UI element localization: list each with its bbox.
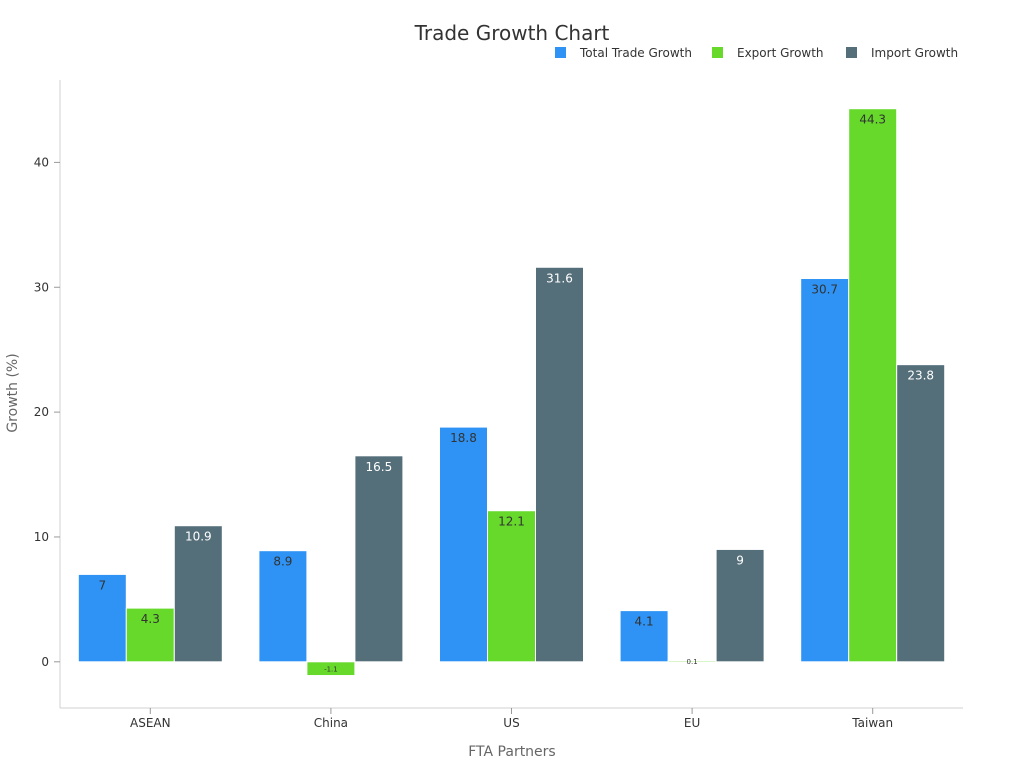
bar-asean-1 bbox=[125, 607, 175, 663]
y-axis-title: Growth (%) bbox=[5, 353, 21, 432]
bar-taiwan-1 bbox=[848, 108, 898, 663]
bar-taiwan-2 bbox=[896, 364, 946, 663]
x-tick-label-eu: EU bbox=[684, 716, 700, 730]
bar-china-2 bbox=[354, 455, 404, 663]
legend-swatch-0 bbox=[555, 47, 566, 58]
bar-eu-0 bbox=[619, 610, 669, 663]
bar-label-eu-0: 4.1 bbox=[635, 615, 654, 629]
plot-area: 7 4.3 10.9 8.9 -1.1 16.5 18.8 12.1 31.6 4.1 0.1 9 30… bbox=[34, 80, 963, 730]
bars-group bbox=[77, 108, 946, 677]
x-tick-label-china: China bbox=[314, 716, 348, 730]
bar-label-eu-2: 9 bbox=[736, 553, 744, 567]
bar-label-taiwan-1: 44.3 bbox=[859, 113, 886, 127]
bar-taiwan-0 bbox=[800, 278, 850, 663]
bar-label-asean-1: 4.3 bbox=[141, 612, 160, 626]
bar-asean-2 bbox=[173, 525, 223, 663]
bar-china-1 bbox=[306, 661, 356, 677]
bar-us-2 bbox=[535, 266, 584, 663]
bar-label-taiwan-0: 30.7 bbox=[811, 283, 838, 297]
legend-swatch-1 bbox=[712, 47, 723, 58]
bar-us-1 bbox=[487, 510, 536, 663]
bar-labels-group: 7 4.3 10.9 8.9 -1.1 16.5 18.8 12.1 31.6 4.1 0.1 9 30… bbox=[98, 113, 934, 674]
legend-label-2: Import Growth bbox=[871, 46, 958, 60]
legend-label-0: Total Trade Growth bbox=[579, 46, 692, 60]
bar-label-china-1: -1.1 bbox=[324, 666, 338, 674]
bar-label-us-0: 18.8 bbox=[450, 431, 477, 445]
x-tick-label-us: US bbox=[503, 716, 519, 730]
legend-label-1: Export Growth bbox=[737, 46, 824, 60]
y-tick-label: 30 bbox=[34, 280, 49, 294]
x-tick-label-asean: ASEAN bbox=[130, 716, 171, 730]
y-tick-label: 0 bbox=[41, 655, 49, 669]
y-tick-label: 20 bbox=[34, 405, 49, 419]
chart-legend: Total Trade Growth Export Growth Import Gr… bbox=[555, 46, 958, 60]
bar-label-us-1: 12.1 bbox=[498, 515, 525, 529]
y-tick-label: 10 bbox=[34, 530, 49, 544]
x-tick-label-taiwan: Taiwan bbox=[851, 716, 893, 730]
bar-eu-2 bbox=[715, 548, 765, 663]
bar-us-0 bbox=[439, 426, 488, 663]
bar-label-asean-2: 10.9 bbox=[185, 530, 212, 544]
x-axis-title: FTA Partners bbox=[468, 744, 555, 760]
bar-asean-0 bbox=[77, 573, 127, 663]
chart-title: Trade Growth Chart bbox=[414, 21, 610, 45]
bar-label-eu-1: 0.1 bbox=[687, 658, 698, 666]
bar-label-us-2: 31.6 bbox=[546, 271, 573, 285]
bar-label-asean-0: 7 bbox=[98, 578, 106, 592]
bar-label-taiwan-2: 23.8 bbox=[907, 369, 934, 383]
bar-label-china-0: 8.9 bbox=[273, 555, 292, 569]
axes-group: 0 10 20 30 40 ASEAN China US EU Taiwan bbox=[34, 80, 963, 730]
bar-china-0 bbox=[258, 550, 308, 663]
legend-swatch-2 bbox=[846, 47, 857, 58]
bar-label-china-2: 16.5 bbox=[366, 460, 393, 474]
y-tick-label: 40 bbox=[34, 155, 49, 169]
